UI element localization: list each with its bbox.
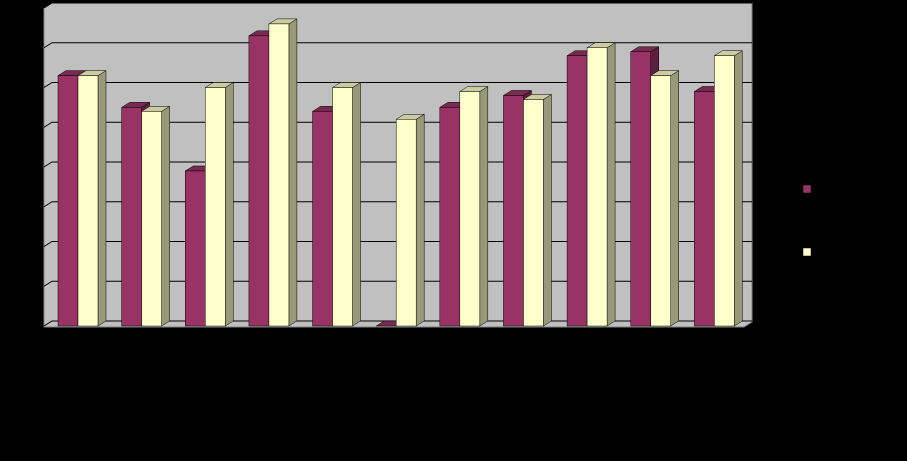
grid-line [43,82,752,88]
legend-swatch [802,184,812,194]
bar-side [479,86,489,327]
bar [205,87,226,327]
bar [312,111,333,327]
bar-side [288,18,298,327]
bar [185,170,206,327]
bar [523,99,544,327]
grid-line [43,2,752,9]
bar-side [670,70,679,327]
bar [439,107,461,327]
bar [503,95,524,327]
bar [459,91,481,327]
bar-side [161,105,170,327]
bar [141,111,162,327]
bar [77,75,99,327]
bar [332,87,353,327]
bar [694,91,715,327]
bar-side [734,50,743,327]
bar [248,35,270,327]
bar [650,75,671,327]
bar [566,55,588,327]
bar-side [415,113,425,327]
bar-side [225,82,234,327]
bar [586,47,608,327]
bar [121,107,142,327]
bar [395,119,417,327]
grid-line [43,42,752,49]
bar-side [97,70,107,327]
bar-side [352,82,361,327]
legend-swatch [802,247,812,257]
bar-side [543,93,552,327]
bar [714,55,735,327]
bar [57,75,79,327]
bar-side [606,42,616,327]
bar [268,23,290,327]
bar [630,51,651,327]
